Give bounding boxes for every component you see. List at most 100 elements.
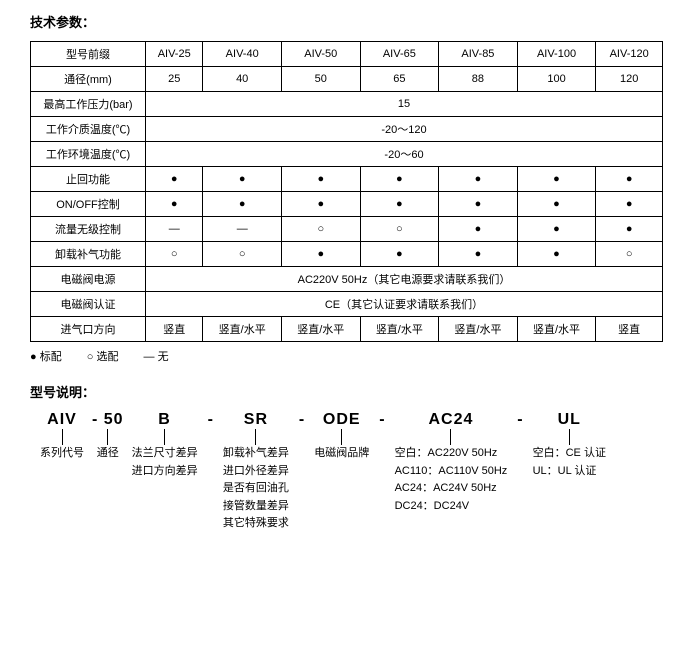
cell: ● — [439, 192, 518, 217]
hdr-model: 型号前缀 — [31, 42, 146, 67]
seg6-code: AC24 — [395, 411, 508, 429]
dash: - — [297, 411, 306, 429]
cell: ● — [360, 192, 439, 217]
seg5-code: ODE — [314, 411, 369, 429]
cell: ○ — [360, 217, 439, 242]
cell: 竖直/水平 — [439, 317, 518, 342]
cell: 40 — [203, 67, 282, 92]
row-checkvalve-label: 止回功能 — [31, 167, 146, 192]
cell: 竖直 — [596, 317, 663, 342]
seg4-desc-line: 接管数量差异 — [223, 498, 289, 516]
cell: ● — [439, 217, 518, 242]
vline-icon — [107, 429, 108, 445]
seg7-desc-line: 空白：CE 认证 — [533, 445, 606, 463]
seg3-code: B — [132, 411, 198, 429]
cell: 竖直/水平 — [203, 317, 282, 342]
cell: ● — [517, 242, 596, 267]
seg2-code: - 50 — [92, 411, 124, 429]
row-power-label: 电磁阀电源 — [31, 267, 146, 292]
seg7-desc: 空白：CE 认证 UL：UL 认证 — [533, 445, 606, 480]
dash: - — [206, 411, 215, 429]
cell: ● — [360, 167, 439, 192]
model-col: AIV-50 — [281, 42, 360, 67]
seg6-desc-line: DC24：DC24V — [395, 498, 508, 516]
seg3-desc-line: 进口方向差异 — [132, 463, 198, 481]
row-medium-temp-label: 工作介质温度(℃) — [31, 117, 146, 142]
cell: ○ — [596, 242, 663, 267]
vline-icon — [569, 429, 570, 445]
model-breakdown: AIV 系列代号 - 50 通径 B 法兰尺寸差异 进口方向差异 - SR 卸载… — [30, 411, 663, 533]
cell: ● — [203, 167, 282, 192]
seg4-desc-line: 进口外径差异 — [223, 463, 289, 481]
seg3-desc-line: 法兰尺寸差异 — [132, 445, 198, 463]
seg1-desc: 系列代号 — [40, 445, 84, 463]
cell: -20～60 — [146, 142, 663, 167]
cell: ● — [146, 167, 203, 192]
cell: ● — [596, 167, 663, 192]
spec-table: 型号前缀 AIV-25 AIV-40 AIV-50 AIV-65 AIV-85 … — [30, 41, 663, 342]
vline-icon — [164, 429, 165, 445]
seg6-desc: 空白：AC220V 50Hz AC110：AC110V 50Hz AC24：AC… — [395, 445, 508, 515]
seg4-desc-line: 卸载补气差异 — [223, 445, 289, 463]
legend-none: — 无 — [144, 351, 169, 363]
seg5-desc: 电磁阀品牌 — [314, 445, 369, 463]
cell: ● — [281, 242, 360, 267]
legend: ● 标配 ○ 选配 — 无 — [30, 348, 663, 364]
cell: 竖直 — [146, 317, 203, 342]
legend-std: ● 标配 — [30, 351, 62, 363]
model-col: AIV-100 — [517, 42, 596, 67]
seg7-desc-line: UL：UL 认证 — [533, 463, 606, 481]
model-col: AIV-120 — [596, 42, 663, 67]
seg4-code: SR — [223, 411, 289, 429]
model-col: AIV-65 — [360, 42, 439, 67]
vline-icon — [450, 429, 451, 445]
cell: — — [203, 217, 282, 242]
seg6-desc-line: AC24：AC24V 50Hz — [395, 480, 508, 498]
model-col: AIV-85 — [439, 42, 518, 67]
seg6-desc-line: AC110：AC110V 50Hz — [395, 463, 508, 481]
cell: 竖直/水平 — [360, 317, 439, 342]
cell: ● — [281, 167, 360, 192]
cell: 65 — [360, 67, 439, 92]
seg7-code: UL — [533, 411, 606, 429]
cell: ● — [517, 217, 596, 242]
cell: ● — [517, 167, 596, 192]
seg4-desc-line: 其它特殊要求 — [223, 515, 289, 533]
seg4-desc: 卸载补气差异 进口外径差异 是否有回油孔 接管数量差异 其它特殊要求 — [223, 445, 289, 533]
seg6-desc-line: 空白：AC220V 50Hz — [395, 445, 508, 463]
vline-icon — [255, 429, 256, 445]
row-maxp-label: 最高工作压力(bar) — [31, 92, 146, 117]
cell: ● — [439, 242, 518, 267]
dash: - — [515, 411, 524, 429]
cell: 50 — [281, 67, 360, 92]
vline-icon — [341, 429, 342, 445]
cell: ● — [517, 192, 596, 217]
dash: - — [377, 411, 386, 429]
cell: 竖直/水平 — [517, 317, 596, 342]
row-inlet-label: 进气口方向 — [31, 317, 146, 342]
model-desc-title: 型号说明： — [30, 382, 663, 401]
cell: 120 — [596, 67, 663, 92]
cell: ● — [596, 192, 663, 217]
cell: 100 — [517, 67, 596, 92]
row-flow-label: 流量无级控制 — [31, 217, 146, 242]
cell: ● — [360, 242, 439, 267]
cell: AC220V 50Hz（其它电源要求请联系我们） — [146, 267, 663, 292]
vline-icon — [62, 429, 63, 445]
row-cert-label: 电磁阀认证 — [31, 292, 146, 317]
row-dn-label: 通径(mm) — [31, 67, 146, 92]
model-col: AIV-40 — [203, 42, 282, 67]
cell: 88 — [439, 67, 518, 92]
tech-params-title: 技术参数： — [30, 12, 663, 31]
model-col: AIV-25 — [146, 42, 203, 67]
seg4-desc-line: 是否有回油孔 — [223, 480, 289, 498]
cell: ● — [203, 192, 282, 217]
cell: 15 — [146, 92, 663, 117]
legend-opt: ○ 选配 — [87, 351, 119, 363]
cell: ● — [281, 192, 360, 217]
cell: ○ — [203, 242, 282, 267]
cell: ● — [439, 167, 518, 192]
seg1-code: AIV — [40, 411, 84, 429]
seg3-desc: 法兰尺寸差异 进口方向差异 — [132, 445, 198, 480]
row-unload-label: 卸载补气功能 — [31, 242, 146, 267]
